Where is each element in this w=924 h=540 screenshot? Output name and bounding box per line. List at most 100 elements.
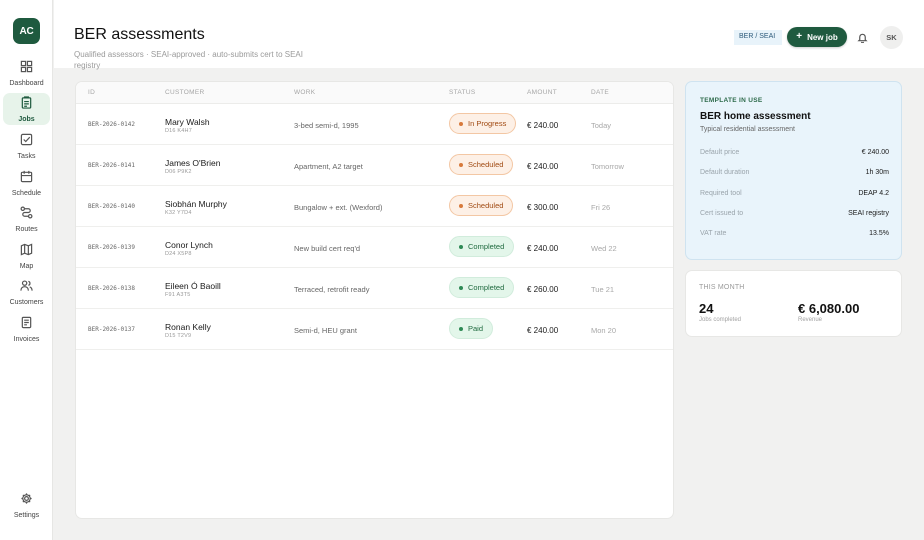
template-row: Cert issued to SEAI registry <box>700 210 889 222</box>
sidebar-item-label: Settings <box>13 512 40 519</box>
new-job-label: New job <box>807 32 838 42</box>
sidebar-item-label: Dashboard <box>9 80 44 87</box>
status-label: Completed <box>468 283 505 292</box>
invoice-icon <box>20 316 33 334</box>
route-icon <box>20 206 33 224</box>
template-row: Default price € 240.00 <box>700 149 889 161</box>
sidebar-item-label: Map <box>19 263 34 270</box>
sidebar-item-jobs[interactable]: Jobs <box>3 93 50 125</box>
job-amount: € 240.00 <box>527 244 559 253</box>
sidebar-item-settings[interactable]: Settings <box>3 489 50 521</box>
template-subtitle: Typical residential assessment <box>700 126 795 133</box>
job-amount: € 240.00 <box>527 326 559 335</box>
sidebar-item-invoices[interactable]: Invoices <box>3 313 50 345</box>
checkbox-icon <box>20 133 33 151</box>
customer-name: James O'Brien <box>165 158 221 168</box>
status-dot-icon <box>459 326 463 331</box>
work-description: Apartment, A2 target <box>294 162 363 171</box>
table-row[interactable]: BER-2026-0142 Mary Walsh D16 K4H7 3-bed … <box>76 104 673 145</box>
template-title: BER home assessment <box>700 111 811 122</box>
sidebar-item-map[interactable]: Map <box>3 240 50 272</box>
app-logo[interactable]: AC <box>13 18 40 44</box>
status-label: Completed <box>468 242 505 251</box>
logo-text: AC <box>19 25 34 37</box>
status-badge: Paid <box>449 318 494 339</box>
job-date: Fri 26 <box>591 203 611 212</box>
new-job-button[interactable]: + New job <box>787 27 847 47</box>
table-row[interactable]: BER-2026-0139 Conor Lynch D24 X5P8 New b… <box>76 227 673 268</box>
template-key: VAT rate <box>700 230 727 237</box>
template-card[interactable]: TEMPLATE IN USE BER home assessment Typi… <box>685 81 902 260</box>
customer-eircode: F91 A3T5 <box>165 292 191 298</box>
customer-name: Siobhán Murphy <box>165 199 227 209</box>
customer-name: Ronan Kelly <box>165 322 211 332</box>
work-description: Semi-d, HEU grant <box>294 326 357 335</box>
revenue-value: € 6,080.00 <box>798 301 860 316</box>
column-header-date[interactable]: DATE <box>591 89 610 96</box>
avatar-initials: SK <box>886 33 897 42</box>
job-date: Tomorrow <box>591 162 624 171</box>
status-label: Paid <box>468 324 484 333</box>
job-amount: € 300.00 <box>527 203 559 212</box>
calendar-icon <box>20 170 33 188</box>
template-label: TEMPLATE IN USE <box>700 97 763 104</box>
template-value: DEAP 4.2 <box>858 190 889 197</box>
work-description: 3-bed semi-d, 1995 <box>294 121 359 130</box>
status-label: Scheduled <box>468 160 504 169</box>
revenue-label: Revenue <box>798 317 823 323</box>
table-row[interactable]: BER-2026-0140 Siobhán Murphy K32 Y7D4 Bu… <box>76 186 673 227</box>
sidebar-item-tasks[interactable]: Tasks <box>3 130 50 162</box>
table-row[interactable]: BER-2026-0138 Eileen Ó Baoill F91 A3T5 T… <box>76 268 673 309</box>
sidebar-item-schedule[interactable]: Schedule <box>3 167 50 199</box>
map-icon <box>20 243 33 261</box>
jobs-table: ID CUSTOMER WORK STATUS AMOUNT DATE BER-… <box>75 81 674 519</box>
job-amount: € 260.00 <box>527 285 559 294</box>
customer-eircode: D06 P9K2 <box>165 169 192 175</box>
status-badge: Scheduled <box>449 154 514 175</box>
customer-name: Conor Lynch <box>165 240 213 250</box>
table-row[interactable]: BER-2026-0137 Ronan Kelly D15 T2V9 Semi-… <box>76 309 673 350</box>
job-id: BER-2026-0142 <box>88 121 135 128</box>
grid-icon <box>20 60 33 78</box>
customer-eircode: D16 K4H7 <box>165 128 192 134</box>
sidebar-item-label: Customers <box>9 299 44 306</box>
sidebar-item-customers[interactable]: Customers <box>3 276 50 308</box>
column-header-work[interactable]: WORK <box>294 89 316 96</box>
table-row[interactable]: BER-2026-0141 James O'Brien D06 P9K2 Apa… <box>76 145 673 186</box>
clipboard-icon <box>20 96 33 114</box>
work-description: Terraced, retrofit ready <box>294 285 370 294</box>
page-subtitle: Qualified assessors · SEAI-approved · au… <box>74 50 303 70</box>
sidebar-item-routes[interactable]: Routes <box>3 203 50 235</box>
work-description: New build cert req'd <box>294 244 361 253</box>
sidebar-item-dashboard[interactable]: Dashboard <box>3 57 50 89</box>
status-dot-icon <box>459 203 463 208</box>
column-header-customer[interactable]: CUSTOMER <box>165 89 205 96</box>
sidebar-item-label: Invoices <box>13 336 40 343</box>
status-label: Scheduled <box>468 201 504 210</box>
jobs-completed-value: 24 <box>699 301 714 316</box>
job-id: BER-2026-0140 <box>88 203 135 210</box>
customer-eircode: K32 Y7D4 <box>165 210 192 216</box>
template-row: Required tool DEAP 4.2 <box>700 190 889 202</box>
notifications-button[interactable] <box>857 30 871 44</box>
sidebar-item-label: Tasks <box>17 153 36 160</box>
job-id: BER-2026-0141 <box>88 162 135 169</box>
sidebar-item-label: Jobs <box>18 116 35 123</box>
status-dot-icon <box>459 162 463 167</box>
sidebar-item-label: Routes <box>15 226 38 233</box>
column-header-amount[interactable]: AMOUNT <box>527 89 557 96</box>
template-row: Default duration 1h 30m <box>700 169 889 181</box>
column-header-status[interactable]: STATUS <box>449 89 476 96</box>
bell-icon <box>857 30 868 47</box>
template-value: € 240.00 <box>861 149 889 156</box>
status-dot-icon <box>459 285 463 290</box>
status-dot-icon <box>459 244 463 249</box>
avatar[interactable]: SK <box>880 26 903 49</box>
status-dot-icon <box>459 121 463 126</box>
sidebar: AC Dashboard Jobs Tasks Schedule Routes … <box>0 0 53 540</box>
users-icon <box>20 279 33 297</box>
jobs-completed-label: Jobs completed <box>699 317 742 323</box>
status-badge: Scheduled <box>449 195 514 216</box>
job-id: BER-2026-0139 <box>88 244 135 251</box>
column-header-id[interactable]: ID <box>88 89 96 96</box>
